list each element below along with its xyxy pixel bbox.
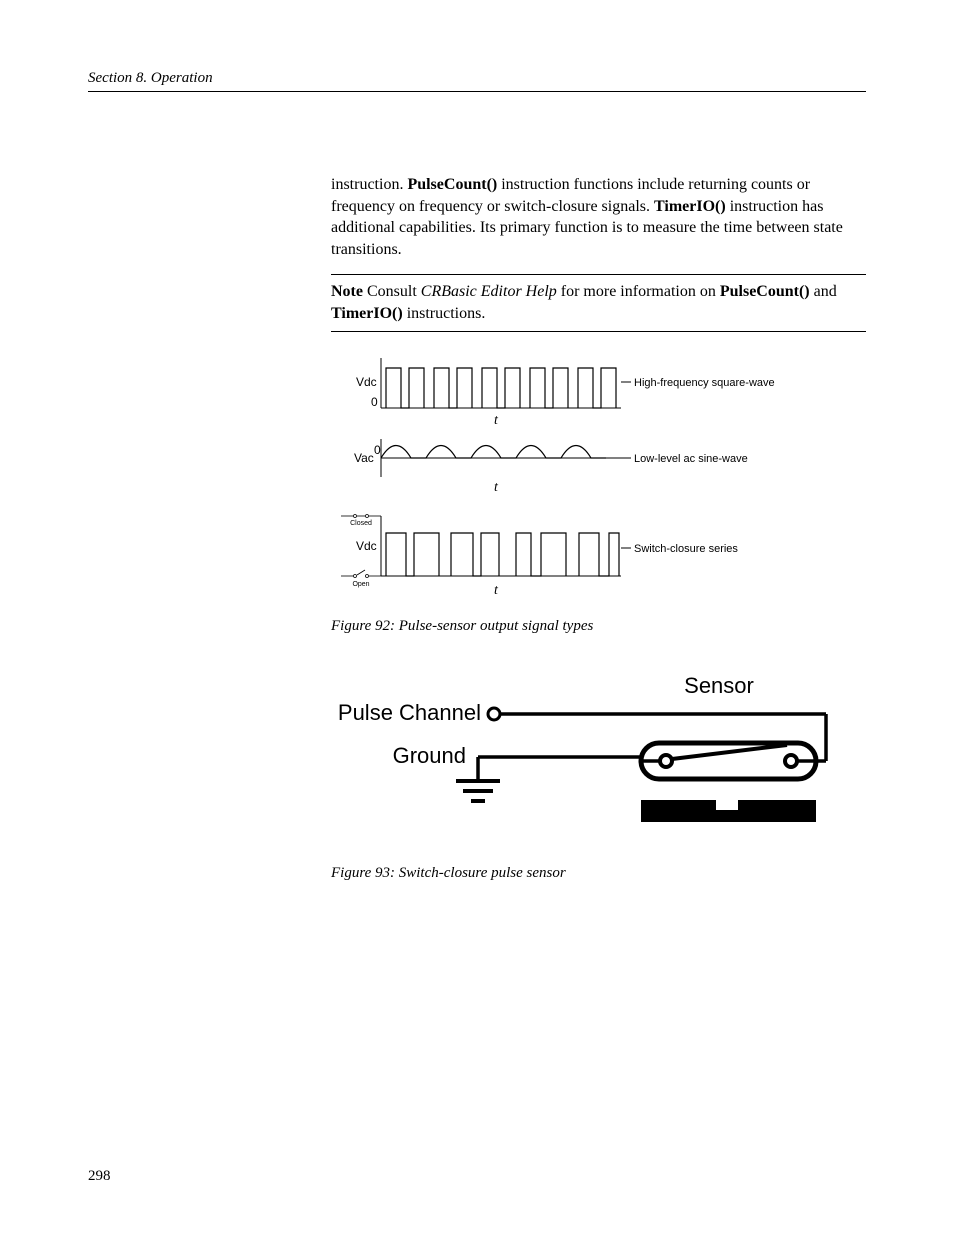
note-text: instructions. xyxy=(407,305,486,322)
vdc-label-2: Vdc xyxy=(356,539,377,553)
note-text: Consult xyxy=(367,283,417,300)
page-header: Section 8. Operation xyxy=(88,70,866,92)
ground-label: Ground xyxy=(393,743,466,768)
open-switch-icon xyxy=(341,570,381,578)
switch-terminal-icon xyxy=(785,755,797,767)
figure-92: Vdc 0 High-frequency square-wave t Vac 0… xyxy=(331,348,866,608)
closed-label: Closed xyxy=(350,520,372,527)
paragraph-1: instruction. PulseCount() instruction fu… xyxy=(331,174,866,260)
body-text-bold: TimerIO() xyxy=(654,198,726,215)
sc-label: Switch-closure series xyxy=(634,543,738,555)
pulse-channel-label: Pulse Channel xyxy=(338,700,481,725)
closed-switch-icon xyxy=(341,514,381,517)
note-italic: CRBasic Editor Help xyxy=(421,283,557,300)
page-number: 298 xyxy=(88,1168,111,1185)
hf-label: High-frequency square-wave xyxy=(634,377,775,389)
sensor-label: Sensor xyxy=(684,673,754,698)
content-area: instruction. PulseCount() instruction fu… xyxy=(331,124,866,882)
note-text: for more information on xyxy=(561,283,716,300)
magnet-icon xyxy=(641,800,816,822)
ground-icon xyxy=(456,781,500,801)
open-label: Open xyxy=(352,581,369,588)
zero-label: 0 xyxy=(371,395,378,409)
note-bold: PulseCount() xyxy=(720,283,810,300)
body-text: instruction. xyxy=(331,176,403,193)
switch-terminal-icon xyxy=(660,755,672,767)
switch-closure-diagram: Pulse Channel Sensor Ground xyxy=(331,665,841,855)
note-label: Note xyxy=(331,283,363,300)
t-label: t xyxy=(494,413,499,428)
ll-label: Low-level ac sine-wave xyxy=(634,453,748,465)
sensor-body xyxy=(641,743,816,779)
zero-label-2: 0 xyxy=(374,443,381,457)
note-box: Note Consult CRBasic Editor Help for mor… xyxy=(331,274,866,331)
terminal-icon xyxy=(488,708,500,720)
figure-93: Pulse Channel Sensor Ground xyxy=(331,665,866,855)
note-bold: TimerIO() xyxy=(331,305,403,322)
body-text-bold: PulseCount() xyxy=(407,176,497,193)
figure-92-caption: Figure 92: Pulse-sensor output signal ty… xyxy=(331,618,866,635)
switch-lever-icon xyxy=(672,745,787,759)
t-label-2: t xyxy=(494,480,499,495)
pulse-signal-diagram: Vdc 0 High-frequency square-wave t Vac 0… xyxy=(331,348,841,608)
vac-label: Vac xyxy=(354,451,374,465)
figure-93-caption: Figure 93: Switch-closure pulse sensor xyxy=(331,865,866,882)
vdc-label: Vdc xyxy=(356,375,377,389)
t-label-3: t xyxy=(494,583,499,598)
note-text: and xyxy=(814,283,837,300)
